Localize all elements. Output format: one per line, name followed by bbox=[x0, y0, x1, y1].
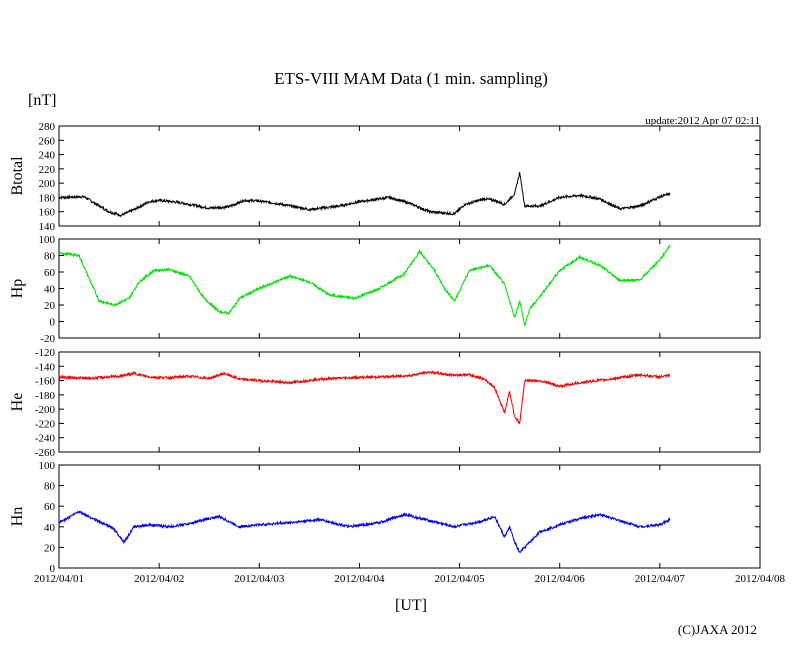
y-tick-label: 140 bbox=[39, 221, 56, 233]
y-axis-label-hn: Hn bbox=[9, 507, 26, 527]
y-tick-label: -200 bbox=[35, 404, 56, 416]
y-tick-label: 260 bbox=[39, 135, 56, 147]
y-axis-label-he: He bbox=[9, 393, 26, 412]
y-tick-label: 60 bbox=[44, 267, 56, 279]
y-tick-label: 20 bbox=[44, 300, 56, 312]
y-tick-label: 100 bbox=[39, 234, 56, 246]
x-tick-label: 2012/04/02 bbox=[134, 573, 184, 585]
x-tick-label: 2012/04/01 bbox=[34, 573, 84, 585]
y-tick-label: 280 bbox=[39, 121, 56, 133]
update-text: update:2012 Apr 07 02:11 bbox=[645, 115, 760, 127]
y-tick-label: 20 bbox=[44, 542, 56, 554]
x-axis-label: [UT] bbox=[395, 597, 427, 614]
series-line-hp bbox=[58, 244, 671, 327]
y-tick-label: 160 bbox=[39, 207, 56, 219]
y-axis-label-btotal: Btotal bbox=[9, 156, 26, 196]
y-tick-label: -260 bbox=[35, 447, 56, 459]
x-tick-label: 2012/04/03 bbox=[234, 573, 285, 585]
x-tick-label: 2012/04/07 bbox=[635, 573, 686, 585]
series-line-hn bbox=[58, 510, 671, 554]
chart-title: ETS-VIII MAM Data (1 min. sampling) bbox=[274, 69, 548, 88]
y-tick-label: 0 bbox=[50, 317, 56, 329]
y-tick-label: -180 bbox=[35, 390, 56, 402]
y-tick-label: 40 bbox=[44, 522, 56, 534]
panel-frame-he bbox=[58, 351, 761, 453]
y-tick-label: 40 bbox=[44, 284, 56, 296]
copyright-text: (C)JAXA 2012 bbox=[678, 622, 757, 637]
y-tick-label: 80 bbox=[44, 481, 56, 493]
x-tick-label: 2012/04/06 bbox=[535, 573, 586, 585]
y-tick-label: -140 bbox=[35, 361, 56, 373]
y-axis-label-hp: Hp bbox=[9, 279, 26, 299]
y-tick-label: -160 bbox=[35, 376, 56, 388]
y-tick-label: -220 bbox=[35, 418, 56, 430]
x-tick-label: 2012/04/05 bbox=[435, 573, 486, 585]
y-tick-label: 100 bbox=[39, 460, 56, 472]
y-tick-label: 180 bbox=[39, 192, 56, 204]
unit-label: [nT] bbox=[28, 92, 56, 109]
x-tick-label: 2012/04/08 bbox=[735, 573, 786, 585]
y-tick-label: 200 bbox=[39, 178, 56, 190]
y-tick-label: 220 bbox=[39, 164, 56, 176]
y-tick-label: -240 bbox=[35, 433, 56, 445]
y-tick-label: -120 bbox=[35, 347, 56, 359]
y-tick-label: 0 bbox=[50, 563, 56, 575]
y-tick-label: -20 bbox=[40, 333, 55, 345]
series-line-btotal bbox=[58, 171, 671, 218]
y-tick-label: 240 bbox=[39, 150, 56, 162]
series-line-he bbox=[58, 370, 671, 425]
y-tick-label: 60 bbox=[44, 501, 56, 513]
panel-frame-hp bbox=[58, 238, 761, 339]
panel-frame-btotal bbox=[58, 125, 761, 227]
y-tick-label: 80 bbox=[44, 251, 56, 263]
x-tick-label: 2012/04/04 bbox=[334, 573, 385, 585]
